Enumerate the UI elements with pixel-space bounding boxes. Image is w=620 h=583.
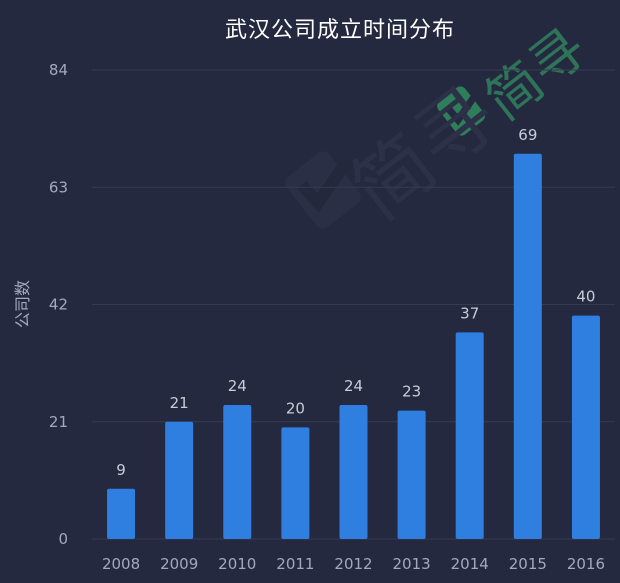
x-tick-label: 2011 — [276, 555, 314, 573]
bar-2010[interactable] — [223, 405, 252, 539]
y-axis: 0 21 42 63 84 — [49, 61, 68, 548]
data-label-2009: 21 — [170, 394, 189, 412]
bar-2008[interactable] — [107, 488, 136, 539]
bars — [107, 153, 600, 539]
bar-2014[interactable] — [455, 332, 484, 539]
data-label-2012: 24 — [344, 377, 363, 395]
data-labels: 9 21 24 20 24 23 37 69 40 — [116, 126, 595, 479]
bar-2015[interactable] — [513, 153, 542, 539]
watermark: 简寻 简寻 — [285, 16, 598, 237]
data-label-2008: 9 — [116, 461, 126, 479]
data-label-2013: 23 — [402, 383, 421, 401]
x-tick-label: 2009 — [160, 555, 198, 573]
bar-2011[interactable] — [281, 427, 310, 539]
x-tick-label: 2013 — [393, 555, 431, 573]
x-tick-label: 2012 — [334, 555, 372, 573]
bar-2009[interactable] — [165, 421, 194, 539]
y-axis-title: 公司数 — [13, 280, 32, 328]
bar-2016[interactable] — [571, 315, 600, 539]
x-tick-label: 2008 — [102, 555, 140, 573]
x-tick-label: 2014 — [451, 555, 489, 573]
x-axis: 2008 2009 2010 2011 2012 2013 2014 2015 2016 — [102, 555, 605, 573]
data-label-2016: 40 — [576, 288, 595, 306]
data-label-2010: 24 — [228, 377, 247, 395]
bar-2013[interactable] — [397, 410, 426, 539]
x-tick-label: 2015 — [509, 555, 547, 573]
chart-title: 武汉公司成立时间分布 — [224, 18, 455, 43]
x-tick-label: 2010 — [218, 555, 256, 573]
y-tick-label: 42 — [49, 296, 68, 314]
y-tick-label: 63 — [49, 178, 68, 196]
y-tick-label: 84 — [49, 61, 68, 79]
data-label-2014: 37 — [460, 304, 479, 322]
data-label-2015: 69 — [518, 126, 537, 144]
x-tick-label: 2016 — [567, 555, 605, 573]
checkmark-logo-icon — [285, 86, 485, 229]
y-tick-label: 21 — [49, 413, 68, 431]
y-tick-label: 0 — [58, 530, 68, 548]
data-label-2011: 20 — [286, 399, 305, 417]
bar-2012[interactable] — [339, 405, 368, 539]
